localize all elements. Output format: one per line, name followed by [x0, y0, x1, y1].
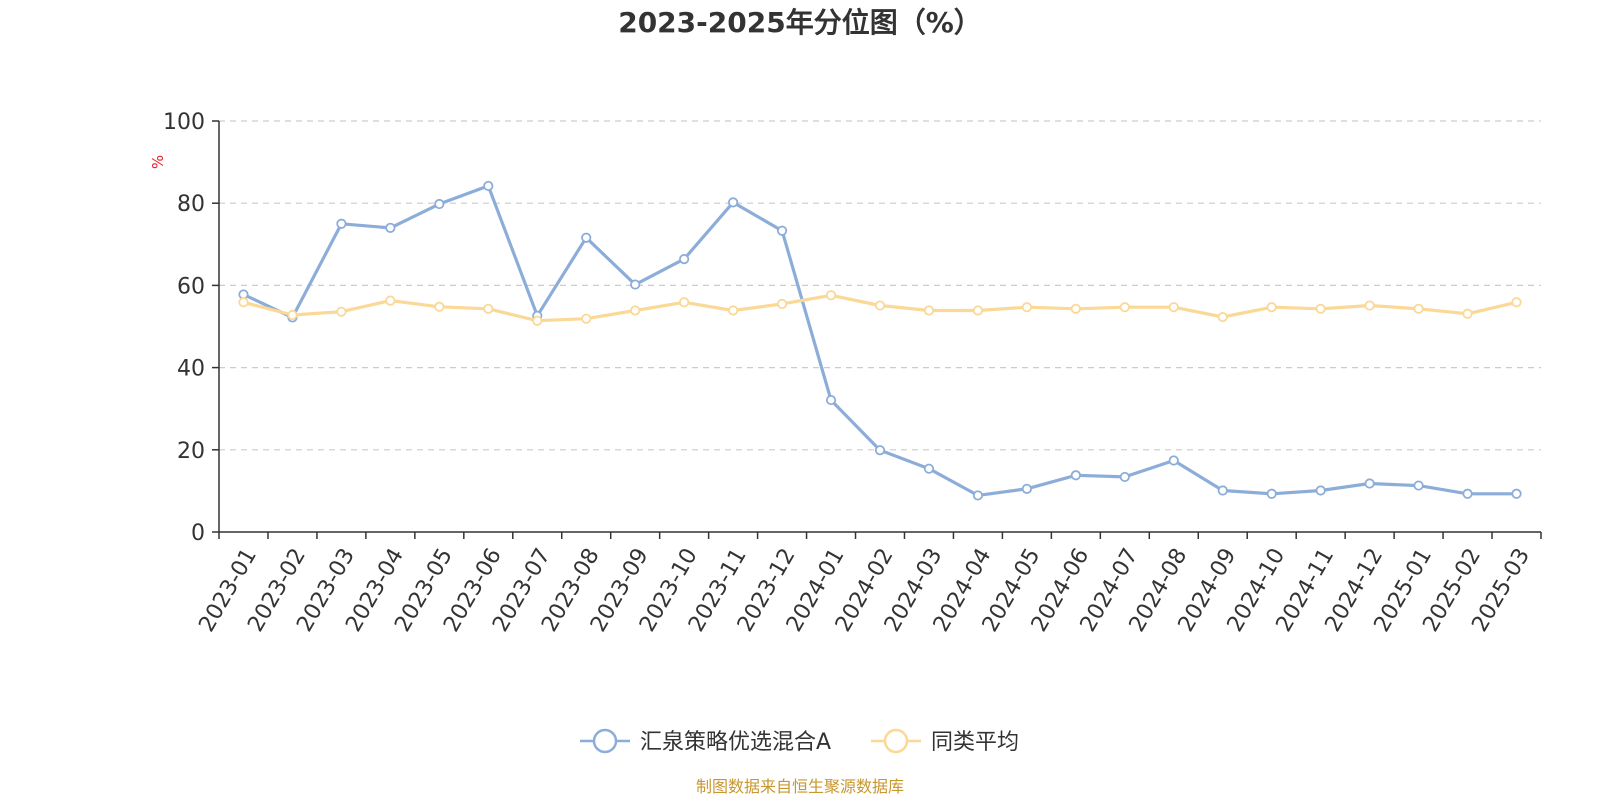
series-1-point-2023-10[interactable] — [679, 253, 690, 265]
series-2-point-2024-06[interactable] — [1070, 303, 1081, 314]
series-2-point-2023-06[interactable] — [483, 303, 494, 314]
y-tick-label-80: 80 — [177, 192, 205, 217]
series-2-point-2024-02[interactable] — [874, 300, 886, 311]
legend-label-1: 汇泉策略优选混合A — [640, 730, 831, 755]
series-2-point-2024-12[interactable] — [1364, 300, 1375, 311]
x-tick-labels: 2023-012023-022023-032023-042023-052023-… — [194, 544, 1535, 636]
series-1-point-2023-12[interactable] — [776, 225, 788, 236]
series-2-point-2023-11[interactable] — [728, 305, 739, 316]
series-2-point-2023-02[interactable] — [287, 309, 298, 321]
legend-item-2[interactable]: 同类平均 — [871, 728, 1019, 755]
series-1-point-2023-03[interactable] — [336, 218, 347, 229]
series-2-point-2024-11[interactable] — [1315, 303, 1326, 314]
series-1-point-2024-06[interactable] — [1070, 470, 1081, 481]
series-2-point-2024-01[interactable] — [825, 290, 837, 301]
series-2-point-2024-08[interactable] — [1168, 302, 1179, 313]
legend-label-2: 同类平均 — [931, 730, 1019, 755]
series-2-point-2023-10[interactable] — [679, 297, 690, 308]
chart-title: 2023-2025年分位图（%） — [618, 6, 982, 39]
series-2-point-2024-07[interactable] — [1119, 302, 1130, 313]
series-1-point-2023-09[interactable] — [630, 279, 641, 290]
series-2-point-2023-03[interactable] — [336, 306, 347, 317]
series-1-point-2023-06[interactable] — [483, 180, 494, 192]
series-1-point-2025-03[interactable] — [1511, 488, 1522, 499]
series-layer — [238, 180, 1522, 501]
series-1-point-2024-09[interactable] — [1217, 485, 1228, 496]
legend-marker-2 — [883, 728, 909, 754]
series-1-point-2024-05[interactable] — [1021, 483, 1032, 494]
y-axis-label: % — [149, 155, 167, 169]
series-1-point-2023-11[interactable] — [728, 197, 739, 208]
y-tick-label-100: 100 — [163, 110, 205, 135]
series-1-point-2023-05[interactable] — [434, 198, 445, 210]
series-2-point-2025-01[interactable] — [1413, 303, 1424, 314]
series-2-point-2025-02[interactable] — [1462, 308, 1473, 319]
series-1-point-2023-08[interactable] — [581, 232, 592, 243]
y-tick-label-60: 60 — [177, 274, 205, 299]
series-2-point-2023-12[interactable] — [776, 298, 788, 309]
y-tick-label-20: 20 — [177, 439, 205, 464]
series-2-point-2023-08[interactable] — [581, 313, 592, 324]
series-2-point-2023-04[interactable] — [385, 295, 396, 306]
legend-item-1[interactable]: 汇泉策略优选混合A — [580, 728, 831, 755]
series-2-point-2023-05[interactable] — [434, 301, 445, 312]
series-2-point-2024-09[interactable] — [1217, 311, 1228, 323]
series-2-point-2025-03[interactable] — [1511, 297, 1522, 308]
series-2-point-2024-05[interactable] — [1021, 302, 1032, 313]
y-tick-label-40: 40 — [177, 357, 205, 382]
series-2-point-2024-04[interactable] — [972, 305, 984, 316]
series-1-point-2023-04[interactable] — [385, 222, 396, 233]
series-2-point-2024-03[interactable] — [923, 305, 935, 316]
series-1-point-2024-12[interactable] — [1364, 478, 1375, 489]
series-1-point-2025-02[interactable] — [1462, 488, 1473, 499]
series-1-point-2024-04[interactable] — [972, 490, 984, 501]
grid-lines — [219, 120, 1541, 451]
series-1-point-2024-02[interactable] — [874, 445, 886, 456]
series-2-point-2024-10[interactable] — [1266, 302, 1277, 313]
series-1-point-2024-03[interactable] — [923, 463, 935, 474]
series-1-point-2024-10[interactable] — [1266, 488, 1277, 499]
series-2-point-2023-01[interactable] — [238, 297, 249, 308]
legend[interactable]: 汇泉策略优选混合A 同类平均 — [580, 728, 1019, 755]
y-tick-label-0: 0 — [191, 521, 205, 546]
data-source-note: 制图数据来自恒生聚源数据库 — [696, 777, 904, 796]
series-1-point-2024-01[interactable] — [825, 394, 837, 406]
series-1-point-2024-11[interactable] — [1315, 485, 1326, 496]
legend-marker-1 — [592, 728, 618, 754]
series-2 — [238, 290, 1522, 326]
axes — [212, 120, 1542, 539]
series-1 — [238, 180, 1522, 501]
series-1-point-2024-07[interactable] — [1119, 471, 1130, 483]
y-tick-labels: 0 20 40 60 80 100 — [163, 110, 205, 546]
series-2-point-2023-09[interactable] — [630, 305, 641, 316]
series-1-point-2024-08[interactable] — [1168, 455, 1179, 466]
series-1-point-2025-01[interactable] — [1413, 480, 1424, 491]
series-2-point-2023-07[interactable] — [532, 315, 543, 326]
